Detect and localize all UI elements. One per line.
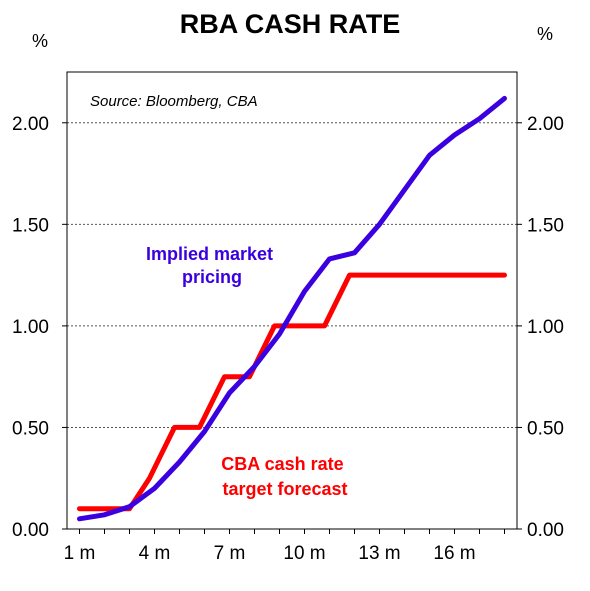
source-note: Source: Bloomberg, CBA <box>90 93 258 110</box>
y-tick-label-right: 0.50 <box>527 418 564 439</box>
y-tick-label-left: 0.00 <box>12 520 49 541</box>
left-y-unit: % <box>32 31 48 51</box>
y-tick-label-left: 2.00 <box>12 114 49 135</box>
y-tick-label-right: 1.00 <box>527 317 564 338</box>
y-tick-label-left: 1.00 <box>12 317 49 338</box>
x-tick-label: 7 m <box>214 543 246 564</box>
implied-market-pricing-line <box>77 95 507 522</box>
market-pricing-annotation-line-2: pricing <box>182 267 242 287</box>
y-tick-label-right: 2.00 <box>527 114 564 135</box>
y-tick-label-left: 1.50 <box>12 215 49 236</box>
x-tick-label: 13 m <box>358 543 400 564</box>
y-tick-label-right: 0.00 <box>527 520 564 541</box>
plot-frame <box>66 71 518 530</box>
x-tick-label: 4 m <box>139 543 171 564</box>
cba-forecast-annotation: CBA cash rate target forecast <box>221 454 348 499</box>
chart-title: RBA CASH RATE <box>180 9 401 39</box>
y-tick-label-left: 0.50 <box>12 418 49 439</box>
right-y-unit: % <box>537 24 553 44</box>
x-tick-label: 10 m <box>283 543 325 564</box>
tick-marks <box>62 122 522 534</box>
y-tick-label-right: 1.50 <box>527 215 564 236</box>
x-tick-label: 1 m <box>64 543 96 564</box>
x-axis-labels: 1 m 4 m 7 m 10 m 13 m 16 m <box>64 543 476 564</box>
market-pricing-annotation-line-1: Implied market <box>146 244 273 264</box>
left-y-axis-labels: 0.00 0.50 1.00 1.50 2.00 <box>12 114 49 541</box>
series-lines <box>77 95 507 522</box>
right-y-axis-labels: 0.00 0.50 1.00 1.50 2.00 <box>527 114 564 541</box>
cba-forecast-annotation-line-2: target forecast <box>222 479 347 499</box>
x-tick-label: 16 m <box>433 543 475 564</box>
cba-forecast-annotation-line-1: CBA cash rate <box>221 454 343 474</box>
market-pricing-annotation: Implied market pricing <box>146 244 278 287</box>
